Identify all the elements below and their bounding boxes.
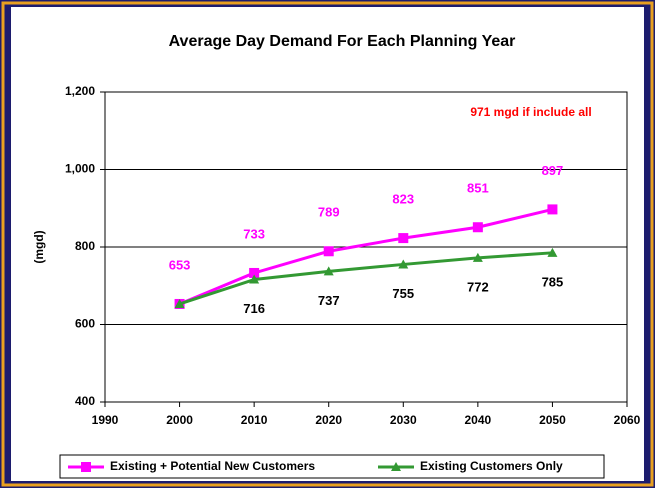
marker — [323, 266, 334, 276]
series-line — [179, 251, 553, 306]
x-tick-label: 2060 — [614, 413, 641, 427]
chart-background — [11, 7, 644, 481]
y-tick-label: 400 — [75, 394, 95, 408]
marker — [472, 222, 483, 233]
data-label: 785 — [542, 274, 564, 289]
marker — [398, 233, 409, 244]
data-label: 789 — [318, 205, 340, 220]
data-label: 897 — [542, 163, 564, 178]
data-label: 755 — [392, 286, 414, 301]
marker — [174, 298, 185, 308]
marker — [547, 247, 558, 257]
y-tick-label: 600 — [75, 317, 95, 331]
legend-label: Existing + Potential New Customers — [110, 459, 315, 473]
data-label: 823 — [392, 192, 414, 207]
marker — [398, 259, 409, 269]
data-label: 653 — [169, 257, 191, 272]
marker — [323, 246, 334, 257]
chart-title: Average Day Demand For Each Planning Yea… — [169, 33, 516, 50]
plot-area — [104, 91, 628, 403]
x-tick-label: 2020 — [315, 413, 342, 427]
y-tick-label: 800 — [75, 239, 95, 253]
x-tick-label: 2030 — [390, 413, 417, 427]
series-line — [178, 207, 553, 306]
x-tick-label: 2040 — [465, 413, 492, 427]
y-tick-label: 1,200 — [65, 84, 95, 98]
x-tick-label: 2010 — [241, 413, 268, 427]
data-label: 851 — [467, 181, 489, 196]
data-label: 737 — [318, 293, 340, 308]
x-tick-label: 2000 — [166, 413, 193, 427]
data-label: 772 — [467, 279, 489, 294]
marker — [547, 204, 558, 215]
y-tick-label: 1,000 — [65, 162, 95, 176]
y-axis-label: (mgd) — [32, 230, 46, 263]
data-label: 716 — [243, 301, 265, 316]
legend-label: Existing Customers Only — [420, 459, 563, 473]
marker — [81, 462, 91, 472]
marker — [472, 252, 483, 262]
marker — [249, 274, 260, 284]
data-label: 733 — [243, 226, 265, 241]
annotation: 971 mgd if include all — [470, 105, 591, 119]
legend — [59, 454, 605, 479]
x-tick-label: 1990 — [92, 413, 119, 427]
marker — [249, 267, 260, 278]
x-tick-label: 2050 — [539, 413, 566, 427]
marker — [391, 462, 401, 471]
